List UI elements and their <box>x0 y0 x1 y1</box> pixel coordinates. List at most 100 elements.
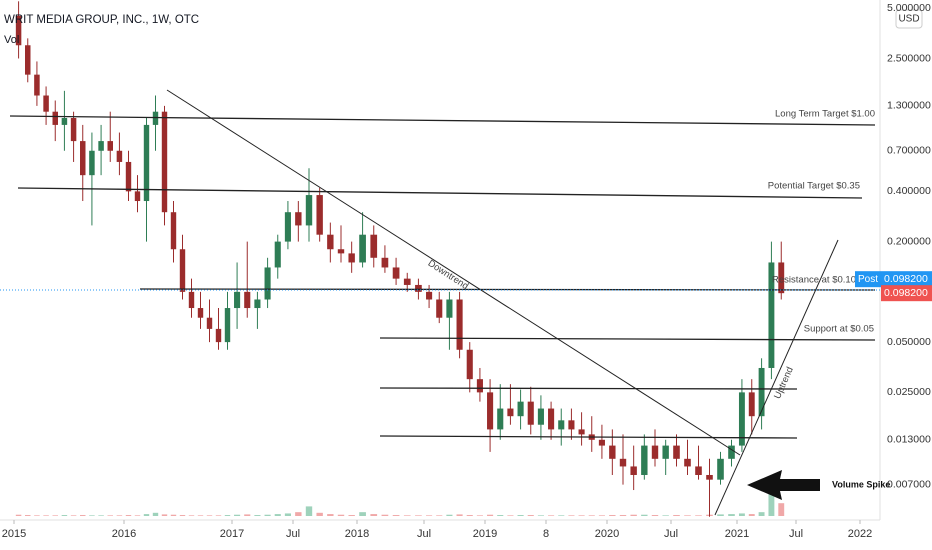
candle-body <box>548 408 555 430</box>
y-tick-label: 0.700000 <box>887 145 931 157</box>
candle-body <box>662 445 669 459</box>
volume-bar <box>487 514 494 516</box>
candle-body <box>80 141 86 176</box>
price-badge <box>881 285 932 302</box>
candle-body <box>316 195 323 235</box>
price-badge <box>881 271 932 288</box>
candle-body <box>392 267 400 279</box>
candle-body <box>179 249 186 292</box>
volume-bar <box>327 514 334 516</box>
volume-bar <box>359 512 366 516</box>
annotation: Volume Spike <box>832 479 890 489</box>
volume-bar <box>476 515 483 516</box>
volume-bar <box>188 515 195 516</box>
candle-body <box>487 392 494 430</box>
volume-bar <box>264 514 271 516</box>
volume-bar <box>662 515 669 516</box>
candle-body <box>598 439 605 446</box>
volume-bar <box>768 484 775 516</box>
volume-bar <box>70 515 77 516</box>
x-tick-label: Jul <box>286 528 300 540</box>
candle-body <box>284 212 291 242</box>
trend-line <box>379 435 798 439</box>
y-tick-label: 5.000000 <box>887 2 931 14</box>
volume-bar <box>125 515 132 516</box>
candle-body <box>34 74 40 96</box>
y-tick-label: 0.007000 <box>887 478 931 490</box>
currency: USD <box>898 14 919 25</box>
candle-body <box>641 445 648 475</box>
volume-bar <box>337 514 345 516</box>
x-tick-label: 2021 <box>725 528 749 540</box>
candle-body <box>630 466 637 475</box>
candle-body <box>206 317 213 329</box>
volume-bar <box>274 514 281 516</box>
candle-body <box>497 408 504 430</box>
volume-bar <box>651 515 659 516</box>
candle-body <box>728 445 735 459</box>
x-tick-label: 2015 <box>2 528 26 540</box>
post-badge <box>855 271 881 288</box>
volume-bar <box>758 512 765 516</box>
candle-body <box>244 291 251 309</box>
candle-body <box>673 445 680 459</box>
candle-body <box>327 234 334 250</box>
candle-body <box>507 408 514 417</box>
volume-bar <box>738 513 745 516</box>
volume-bar <box>527 515 534 516</box>
post-label: Post <box>858 274 878 285</box>
volume-bar <box>548 515 555 516</box>
candle-body <box>170 212 177 250</box>
volume-bar <box>107 515 113 516</box>
volume-bar <box>778 503 785 516</box>
candle-body <box>197 308 204 318</box>
candle-body <box>15 15 22 46</box>
candle-body <box>738 392 745 446</box>
y-tick-label: 0.400000 <box>887 185 931 197</box>
candle-body <box>107 141 113 151</box>
volume-bar <box>466 515 473 516</box>
arrow <box>747 470 820 500</box>
currency-box <box>895 9 923 29</box>
x-tick-label: 2019 <box>473 528 497 540</box>
annotation: Long Term Target $1.00 <box>775 109 875 120</box>
candle-body <box>426 291 433 300</box>
volume-bar <box>630 514 637 516</box>
candle-body <box>527 401 534 425</box>
x-tick-label: 2022 <box>848 528 872 540</box>
candle-body <box>619 458 627 467</box>
candle-body <box>43 95 49 112</box>
volume-bar <box>456 514 463 516</box>
candle-body <box>748 392 755 417</box>
candle-body <box>609 445 616 459</box>
volume-bar <box>717 514 724 516</box>
volume-bar <box>98 515 104 516</box>
candle-body <box>537 408 544 425</box>
volume-bar <box>558 515 565 516</box>
volume-bar <box>170 514 177 516</box>
volume-bar <box>695 515 702 516</box>
volume-bar <box>52 515 58 516</box>
x-tick-label: 2020 <box>595 528 619 540</box>
candle-body <box>52 111 58 125</box>
candle-body <box>295 212 302 226</box>
price-label: 0.098200 <box>884 287 928 299</box>
candle-body <box>651 445 659 459</box>
volume-bar <box>152 512 159 516</box>
trend-line <box>9 115 876 126</box>
y-tick-label: 2.500000 <box>887 52 931 64</box>
volume-bar <box>673 515 680 516</box>
candle-body <box>578 429 585 435</box>
volume-bar <box>116 515 123 516</box>
candle-body <box>61 117 68 125</box>
volume-bar <box>206 515 213 516</box>
candle-body <box>717 458 724 480</box>
x-tick-label: Jul <box>664 528 678 540</box>
candle-body <box>143 124 150 202</box>
volume-bar <box>497 515 504 516</box>
volume-bar <box>43 515 49 516</box>
volume-bar <box>15 514 22 516</box>
volume-bar <box>517 515 524 516</box>
candle-body <box>116 150 123 162</box>
